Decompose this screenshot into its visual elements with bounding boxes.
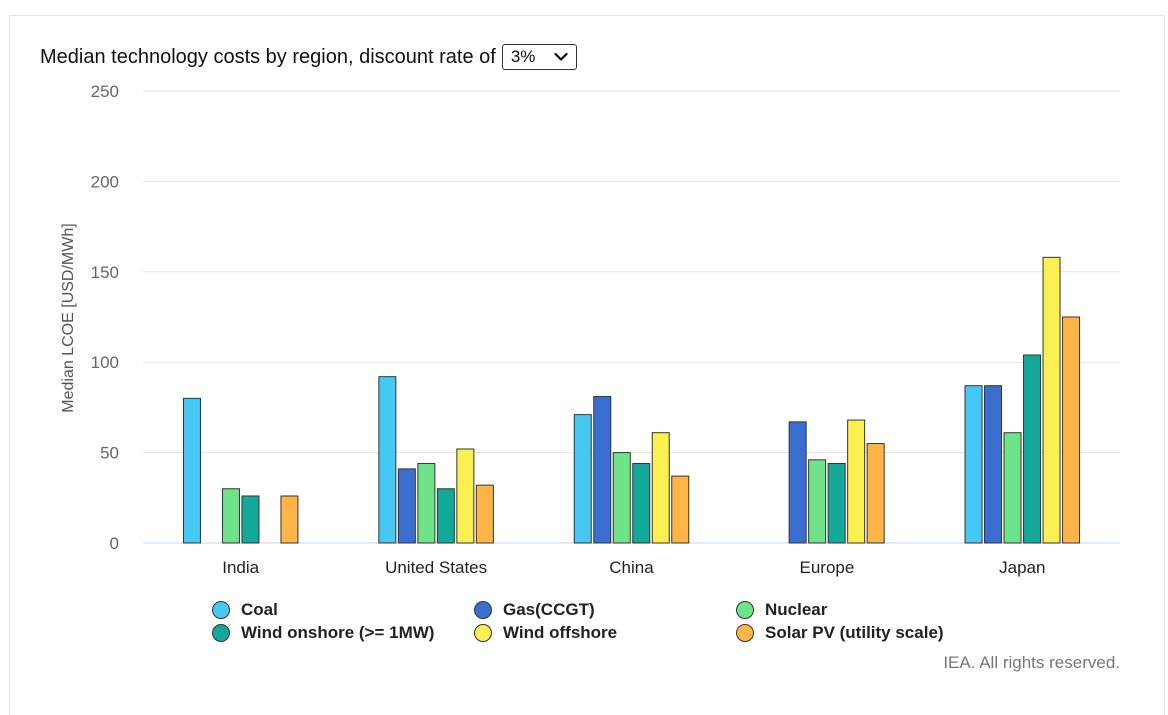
bar bbox=[827, 462, 846, 544]
bar bbox=[1062, 316, 1081, 544]
discount-rate-select[interactable]: 3% bbox=[501, 44, 577, 70]
legend-item[interactable]: Gas(CCGT) bbox=[474, 600, 736, 620]
chart-card bbox=[9, 15, 1165, 715]
bar bbox=[475, 484, 494, 544]
y-axis-title: Median LCOE [USD/MWh] bbox=[60, 223, 77, 412]
bar bbox=[417, 462, 436, 544]
legend-label: Gas(CCGT) bbox=[503, 600, 595, 619]
bar bbox=[964, 385, 983, 544]
legend-swatch-icon bbox=[474, 624, 492, 642]
x-category-label: Europe bbox=[799, 558, 854, 577]
bar bbox=[866, 443, 885, 544]
legend-item[interactable]: Wind onshore (>= 1MW) bbox=[212, 623, 474, 643]
legend-item[interactable]: Coal bbox=[212, 600, 474, 620]
bar-chart: 0 50 100 150 200 250 Median LCOE [USD/MWh] Indi… bbox=[60, 82, 1120, 577]
y-tick-label: 50 bbox=[100, 444, 119, 463]
chart-legend: Coal Gas(CCGT) Nuclear Wind onshore (>= 1MW… bbox=[212, 600, 972, 643]
bar bbox=[1023, 354, 1042, 544]
legend-item[interactable]: Wind offshore bbox=[474, 623, 736, 643]
bar bbox=[593, 396, 612, 544]
bar bbox=[280, 495, 299, 544]
y-tick-label: 200 bbox=[91, 172, 119, 191]
chart-title: Median technology costs by region, disco… bbox=[40, 45, 496, 68]
x-category-label: China bbox=[609, 558, 654, 577]
y-tick-label: 150 bbox=[91, 263, 119, 282]
bar bbox=[456, 448, 475, 544]
legend-label: Coal bbox=[241, 600, 278, 619]
bar bbox=[984, 385, 1003, 544]
bar bbox=[221, 488, 240, 544]
bar bbox=[1003, 432, 1022, 544]
legend-swatch-icon bbox=[736, 624, 754, 642]
legend-label: Wind onshore (>= 1MW) bbox=[241, 623, 435, 642]
legend-swatch-icon bbox=[736, 601, 754, 619]
bar bbox=[241, 495, 260, 544]
bar bbox=[651, 432, 670, 544]
credit-text: IEA. All rights reserved. bbox=[943, 653, 1120, 672]
y-tick-label: 250 bbox=[91, 82, 119, 101]
legend-swatch-icon bbox=[474, 601, 492, 619]
bar bbox=[632, 462, 651, 544]
bar bbox=[573, 414, 592, 544]
chevron-down-icon bbox=[554, 52, 568, 61]
bar bbox=[378, 376, 397, 544]
legend-swatch-icon bbox=[212, 601, 230, 619]
bar bbox=[1042, 256, 1061, 544]
bar bbox=[182, 397, 201, 544]
legend-label: Wind offshore bbox=[503, 623, 618, 642]
legend-label: Nuclear bbox=[765, 600, 828, 619]
x-category-label: United States bbox=[385, 558, 487, 577]
bar bbox=[847, 419, 866, 544]
y-tick-label: 100 bbox=[91, 353, 119, 372]
legend-swatch-icon bbox=[212, 624, 230, 642]
bar bbox=[808, 459, 827, 544]
x-category-label: India bbox=[222, 558, 259, 577]
bar bbox=[436, 488, 455, 544]
legend-item[interactable]: Solar PV (utility scale) bbox=[736, 623, 972, 643]
x-category-label: Japan bbox=[999, 558, 1045, 577]
legend-item[interactable]: Nuclear bbox=[736, 600, 972, 620]
discount-rate-value: 3% bbox=[510, 47, 536, 66]
bar bbox=[612, 452, 631, 544]
legend-label: Solar PV (utility scale) bbox=[765, 623, 944, 642]
y-tick-label: 0 bbox=[110, 534, 119, 553]
bar bbox=[671, 475, 690, 544]
chart-header: Median technology costs by region, disco… bbox=[40, 44, 577, 70]
bar bbox=[397, 468, 416, 544]
bar bbox=[788, 421, 807, 544]
